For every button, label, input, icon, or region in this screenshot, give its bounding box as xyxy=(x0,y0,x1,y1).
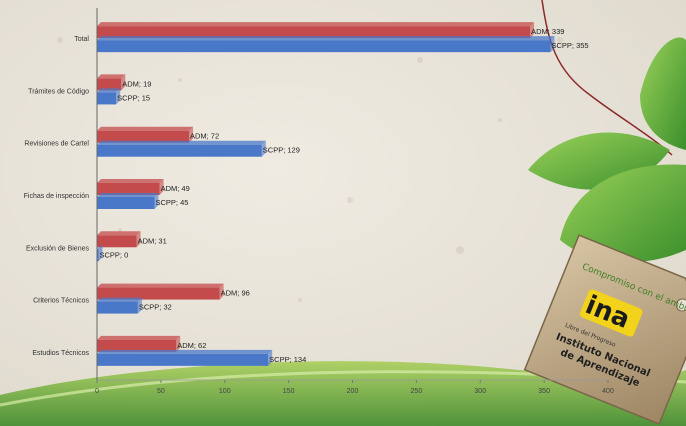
bar-adm xyxy=(97,283,224,300)
data-label: ADM; 339 xyxy=(531,27,564,36)
category-label: Estudios Técnicos xyxy=(32,350,89,357)
category-label: Exclusión de Bienes xyxy=(26,245,90,252)
bar-scpp xyxy=(97,245,103,262)
data-label: ADM; 31 xyxy=(138,236,167,245)
bar-scpp xyxy=(97,36,555,53)
x-tick-label: 300 xyxy=(474,388,486,395)
labels-layer: Total ADM; 339 SCPP; 355 Trámites de Código… xyxy=(24,27,589,364)
category-label: Revisiones de Cartel xyxy=(24,141,89,148)
data-label: ADM; 19 xyxy=(122,79,151,88)
data-label: SCPP; 129 xyxy=(263,146,300,155)
data-label: SCPP; 15 xyxy=(117,93,150,102)
bar-scpp xyxy=(97,297,142,314)
x-axis: 0 50 100 150 200 250 300 350 400 xyxy=(95,8,614,395)
category-label: Total xyxy=(74,36,89,43)
bar-scpp xyxy=(97,193,159,209)
data-label: ADM; 96 xyxy=(221,289,250,298)
x-tick-label: 400 xyxy=(602,388,614,395)
data-label: ADM; 49 xyxy=(161,184,190,193)
bar-scpp xyxy=(97,349,273,366)
x-tick-label: 0 xyxy=(95,388,99,395)
bar-scpp xyxy=(97,88,121,105)
x-tick-label: 200 xyxy=(347,388,359,395)
vine-stem xyxy=(541,0,673,156)
data-label: ADM; 72 xyxy=(190,132,219,141)
x-tick-label: 250 xyxy=(411,388,423,395)
bar-adm xyxy=(97,74,126,91)
bar-adm xyxy=(97,335,181,352)
grass-swoosh xyxy=(0,361,686,426)
bar-adm xyxy=(97,126,193,143)
x-tick-label: 150 xyxy=(283,388,295,395)
data-label: SCPP; 45 xyxy=(155,198,188,207)
bar-adm xyxy=(97,179,164,195)
category-label: Trámites de Código xyxy=(28,88,89,95)
logo-tag: Compromiso con el ambiente ina Libre del… xyxy=(523,234,686,425)
category-label: Fichas de inspección xyxy=(24,193,89,200)
data-label: SCPP; 355 xyxy=(552,41,589,50)
bars-layer xyxy=(97,22,555,366)
data-label: ADM; 62 xyxy=(177,341,206,350)
leaf-lower xyxy=(560,164,686,263)
x-tick-label: 350 xyxy=(538,388,550,395)
data-label: SCPP; 0 xyxy=(100,250,129,259)
category-label: Criterios Técnicos xyxy=(33,298,89,305)
bar-scpp xyxy=(97,140,266,157)
x-tick-label: 50 xyxy=(157,388,165,395)
leaf-top xyxy=(640,37,686,150)
data-label: SCPP; 32 xyxy=(139,303,172,312)
data-label: SCPP; 134 xyxy=(269,355,306,364)
x-tick-label: 100 xyxy=(219,388,231,395)
bar-adm xyxy=(97,22,535,39)
bar-adm xyxy=(97,231,141,248)
